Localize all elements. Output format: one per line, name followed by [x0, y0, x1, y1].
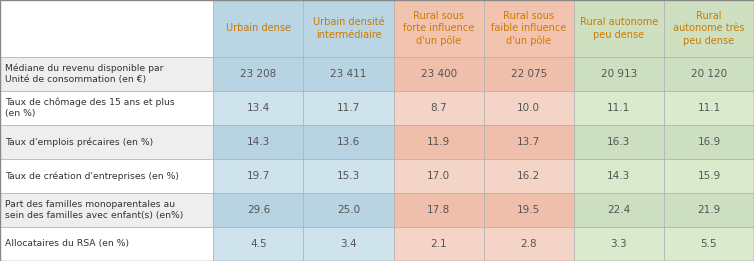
Text: Taux de chômage des 15 ans et plus
(en %): Taux de chômage des 15 ans et plus (en %…	[5, 98, 175, 118]
Bar	[574, 125, 664, 159]
Bar	[303, 0, 394, 57]
Bar	[664, 125, 754, 159]
Bar	[394, 193, 484, 227]
Bar	[664, 159, 754, 193]
Bar	[574, 57, 664, 91]
Bar	[0, 227, 213, 261]
Bar	[0, 159, 213, 193]
Text: 22 075: 22 075	[510, 69, 547, 79]
Text: 2.1: 2.1	[431, 239, 447, 249]
Text: Taux d'emplois précaires (en %): Taux d'emplois précaires (en %)	[5, 137, 153, 147]
Bar	[664, 0, 754, 57]
Bar	[303, 227, 394, 261]
Bar	[0, 125, 213, 159]
Text: 29.6: 29.6	[247, 205, 270, 215]
Text: 21.9: 21.9	[697, 205, 721, 215]
Text: Rural sous
forte influence
d'un pôle: Rural sous forte influence d'un pôle	[403, 11, 474, 46]
Text: 14.3: 14.3	[247, 137, 270, 147]
Bar	[213, 57, 303, 91]
Bar	[574, 91, 664, 125]
Text: Rural sous
faible influence
d'un pôle: Rural sous faible influence d'un pôle	[491, 11, 566, 46]
Bar	[394, 159, 484, 193]
Bar	[484, 193, 574, 227]
Bar	[484, 227, 574, 261]
Text: 11.9: 11.9	[427, 137, 450, 147]
Bar	[394, 227, 484, 261]
Bar	[484, 159, 574, 193]
Bar	[394, 0, 484, 57]
Bar	[484, 57, 574, 91]
Text: 17.0: 17.0	[427, 171, 450, 181]
Bar	[664, 193, 754, 227]
Text: 22.4: 22.4	[607, 205, 630, 215]
Bar	[664, 91, 754, 125]
Bar	[394, 91, 484, 125]
Text: 5.5: 5.5	[700, 239, 717, 249]
Bar	[0, 0, 213, 57]
Text: 20 913: 20 913	[601, 69, 637, 79]
Bar	[394, 125, 484, 159]
Text: 2.8: 2.8	[520, 239, 537, 249]
Bar	[574, 159, 664, 193]
Bar	[574, 227, 664, 261]
Text: 20 120: 20 120	[691, 69, 727, 79]
Bar	[664, 227, 754, 261]
Text: Allocataires du RSA (en %): Allocataires du RSA (en %)	[5, 240, 129, 248]
Bar	[484, 0, 574, 57]
Text: 15.9: 15.9	[697, 171, 721, 181]
Text: 16.9: 16.9	[697, 137, 721, 147]
Text: 16.3: 16.3	[607, 137, 630, 147]
Bar	[394, 57, 484, 91]
Text: 8.7: 8.7	[431, 103, 447, 113]
Bar	[213, 91, 303, 125]
Bar	[484, 91, 574, 125]
Bar	[303, 125, 394, 159]
Bar	[213, 227, 303, 261]
Text: 16.2: 16.2	[517, 171, 541, 181]
Bar	[303, 159, 394, 193]
Bar	[303, 193, 394, 227]
Text: 14.3: 14.3	[607, 171, 630, 181]
Bar	[303, 57, 394, 91]
Text: Taux de création d'entreprises (en %): Taux de création d'entreprises (en %)	[5, 171, 179, 181]
Text: 11.1: 11.1	[697, 103, 721, 113]
Text: 10.0: 10.0	[517, 103, 541, 113]
Text: 25.0: 25.0	[337, 205, 360, 215]
Text: 23 400: 23 400	[421, 69, 457, 79]
Bar	[0, 193, 213, 227]
Bar	[0, 57, 213, 91]
Bar	[213, 125, 303, 159]
Text: 19.5: 19.5	[517, 205, 541, 215]
Text: 11.7: 11.7	[337, 103, 360, 113]
Text: 3.4: 3.4	[340, 239, 357, 249]
Text: 19.7: 19.7	[247, 171, 270, 181]
Bar	[303, 91, 394, 125]
Text: 23 208: 23 208	[241, 69, 277, 79]
Bar	[484, 125, 574, 159]
Text: 13.7: 13.7	[517, 137, 541, 147]
Bar	[213, 193, 303, 227]
Bar	[213, 0, 303, 57]
Text: Rural autonome
peu dense: Rural autonome peu dense	[580, 17, 658, 40]
Text: 23 411: 23 411	[330, 69, 366, 79]
Text: 13.6: 13.6	[337, 137, 360, 147]
Text: 15.3: 15.3	[337, 171, 360, 181]
Bar	[574, 0, 664, 57]
Text: 4.5: 4.5	[250, 239, 267, 249]
Text: 17.8: 17.8	[427, 205, 450, 215]
Text: Part des familles monoparentales au
sein des familles avec enfant(s) (en%): Part des familles monoparentales au sein…	[5, 200, 183, 220]
Text: 13.4: 13.4	[247, 103, 270, 113]
Text: Urbain densité
intermédiaire: Urbain densité intermédiaire	[313, 17, 385, 40]
Text: Médiane du revenu disponible par
Unité de consommation (en €): Médiane du revenu disponible par Unité d…	[5, 64, 164, 84]
Text: Rural
autonome très
peu dense: Rural autonome très peu dense	[673, 11, 745, 46]
Bar	[574, 193, 664, 227]
Bar	[664, 57, 754, 91]
Text: Urbain dense: Urbain dense	[226, 23, 291, 33]
Text: 3.3: 3.3	[611, 239, 627, 249]
Bar	[213, 159, 303, 193]
Text: 11.1: 11.1	[607, 103, 630, 113]
Bar	[0, 91, 213, 125]
